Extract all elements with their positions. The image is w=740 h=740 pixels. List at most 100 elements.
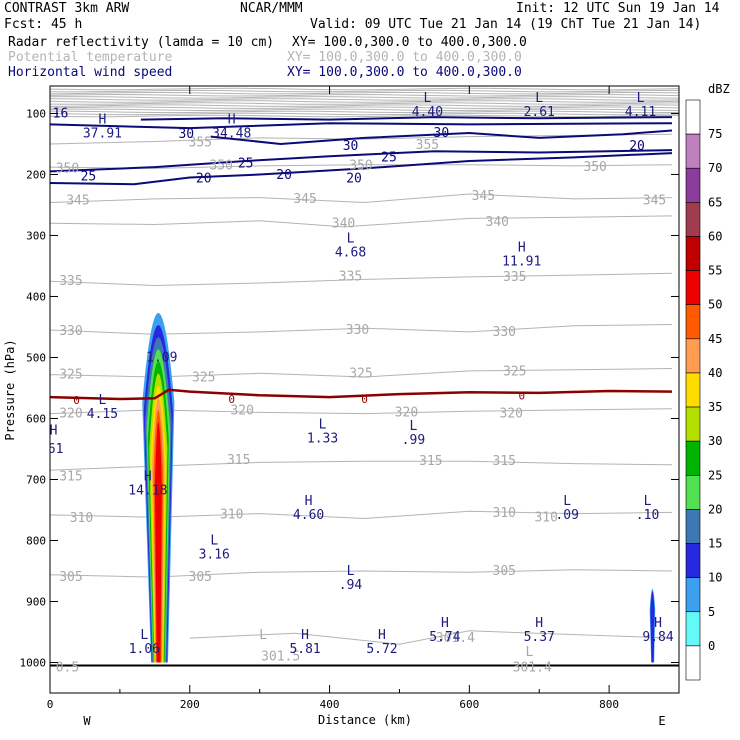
extremum-value: 5.72 (366, 642, 397, 657)
theta-label: 325 (349, 366, 372, 381)
x-end-label-west: W (83, 714, 91, 728)
colorbar-swatch (685, 338, 701, 374)
theta-label: 310 (534, 510, 557, 525)
colorbar-swatch (685, 474, 701, 510)
theta-label: 320 (59, 407, 82, 422)
extremum-marker: H (50, 424, 58, 439)
extremum-value: .10 (636, 508, 659, 523)
colorbar-title: dBZ (708, 82, 730, 96)
theta-contour-upper (50, 112, 679, 116)
field-xy-reflectivity: XY= 100.0,300.0 to 400.0,300.0 (292, 35, 527, 50)
extremum-marker: L (347, 564, 355, 579)
extremum-value: .94 (339, 578, 363, 593)
extremum-marker: L (347, 232, 355, 247)
theta-contour-upper (50, 110, 679, 114)
x-tick-label: 200 (180, 698, 200, 711)
wind-label: 25 (381, 150, 397, 165)
theta-contour-upper (50, 100, 679, 103)
y-tick-label: 200 (26, 168, 46, 181)
extremum-marker: L (140, 628, 148, 643)
theta-label: 330 (59, 324, 82, 339)
theta-label: 340 (332, 216, 355, 231)
colorbar-swatch (685, 577, 701, 613)
extremum-marker: L (423, 91, 431, 106)
extremum-marker: L (210, 533, 218, 548)
extremum-marker: L (637, 91, 645, 106)
extremum-marker: H (305, 494, 313, 509)
theta-label: 325 (59, 368, 82, 383)
reflectivity-band (650, 591, 655, 663)
colorbar-level-label: 70 (708, 161, 722, 175)
extremum-marker: H (301, 628, 309, 643)
colorbar-level-label: 55 (708, 264, 722, 278)
colorbar-level-label: 35 (708, 400, 722, 414)
theta-label: 315 (59, 469, 82, 484)
extremum-value: .99 (402, 433, 425, 448)
colorbar-level-label: 0 (708, 639, 715, 653)
wind-contour (50, 152, 673, 186)
theta-label: 315 (493, 454, 516, 469)
theta-label: 345 (643, 194, 666, 209)
colorbar-swatch (685, 543, 701, 578)
valid-time: Valid: 09 UTC Tue 21 Jan 14 (19 ChT Tue … (310, 17, 702, 32)
extremum-value: 5.37 (524, 630, 555, 645)
extremum-value: 1.09 (146, 350, 177, 365)
theta-label: 335 (339, 269, 362, 284)
extremum-marker: H (654, 616, 662, 631)
theta-label: 350 (56, 161, 79, 176)
extremum-marker: L (526, 645, 534, 660)
y-tick-label: 700 (26, 473, 46, 486)
freezing-label: 0 (228, 393, 235, 406)
theta-label: 310 (70, 511, 93, 526)
wind-label: 30 (343, 139, 359, 154)
colorbar-swatch (685, 167, 701, 203)
wind-label: 30 (178, 127, 194, 142)
colorbar-level-label: 60 (708, 229, 722, 243)
extremum-value: 1.06 (129, 642, 160, 657)
extremum-value: 4.60 (293, 508, 324, 523)
extremum-marker: H (441, 616, 449, 631)
x-tick-label: 400 (320, 698, 340, 711)
forecast-hour: Fcst: 45 h (4, 17, 83, 32)
x-end-label-east: E (658, 714, 665, 728)
colorbar-level-label: 65 (708, 195, 722, 209)
theta-contour (189, 630, 673, 645)
x-tick-label: 800 (599, 698, 619, 711)
colorbar-level-label: 20 (708, 502, 722, 516)
reflectivity-band (154, 422, 162, 663)
theta-label: 320 (395, 405, 418, 420)
theta-label: 355 (416, 138, 439, 153)
colorbar-level-label: 25 (708, 468, 722, 482)
wind-label: 16 (53, 106, 69, 121)
theta-contour-upper (50, 87, 679, 91)
colorbar-level-label: 15 (708, 537, 722, 551)
theta-label: 340 (486, 215, 509, 230)
colorbar-level-label: 10 (708, 571, 722, 585)
theta-label: 345 (66, 194, 89, 209)
theta-contour-upper (50, 102, 679, 105)
freezing-label: 0 (73, 394, 80, 407)
extremum-marker: L (259, 628, 267, 643)
wind-contour (210, 129, 673, 146)
theta-label: 301.4 (513, 660, 552, 675)
theta-contour-upper (50, 93, 679, 97)
field-xy-theta: XY= 100.0,300.0 to 400.0,300.0 (287, 50, 522, 65)
extremum-value: 11.91 (502, 255, 541, 270)
extremum-value: 9.84 (642, 630, 673, 645)
theta-label: 320 (230, 404, 253, 419)
colorbar-level-label: 50 (708, 298, 722, 312)
theta-label: 345 (293, 192, 316, 207)
colorbar-swatch (685, 236, 701, 271)
theta-label: 310 (220, 507, 243, 522)
theta-label: 305 (59, 570, 82, 585)
field-label-wind: Horizontal wind speed (8, 65, 173, 80)
extremum-marker: L (99, 393, 107, 408)
colorbar-swatch (685, 611, 701, 647)
extremum-marker: L (410, 419, 418, 434)
extremum-marker: L (563, 494, 571, 509)
extremum-marker: H (518, 241, 526, 256)
colorbar-swatch (685, 372, 701, 408)
theta-label: 335 (59, 274, 82, 289)
colorbar-level-label: 75 (708, 127, 722, 141)
